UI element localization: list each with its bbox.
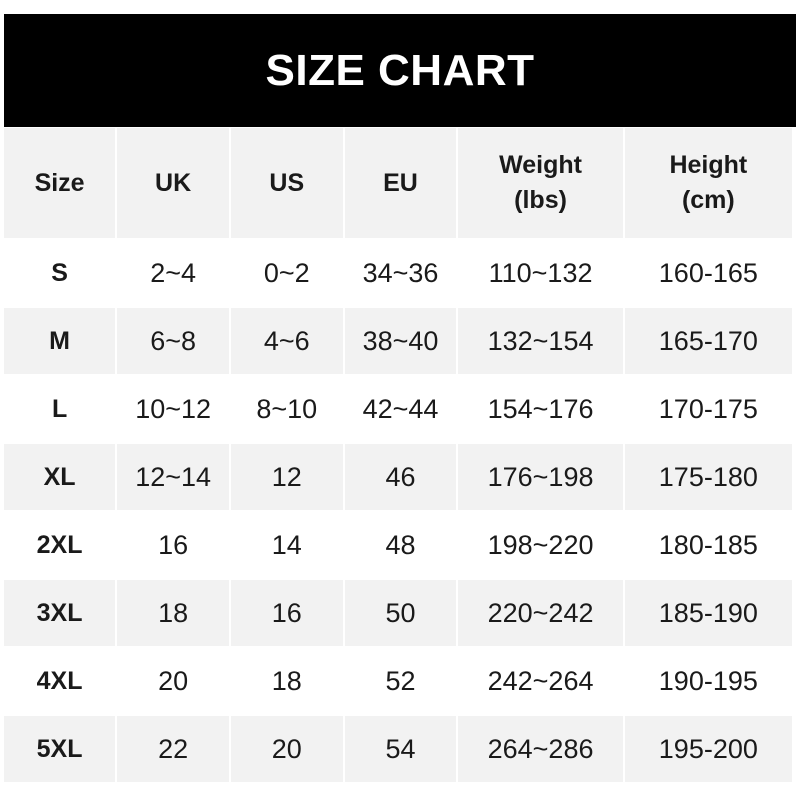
table-cell: 4XL (4, 648, 116, 714)
table-cell: 195-200 (624, 716, 792, 782)
table-cell: M (4, 308, 116, 374)
table-cell: 34~36 (344, 240, 457, 306)
table-row: 3XL 18 16 50 220~242 185-190 (4, 580, 792, 646)
table-cell: 16 (231, 580, 343, 646)
table-cell: 154~176 (458, 376, 623, 442)
table-row: M 6~8 4~6 38~40 132~154 165-170 (4, 308, 792, 374)
table-cell: 242~264 (458, 648, 623, 714)
column-header: Size (4, 128, 116, 238)
column-header: Weight (lbs) (458, 128, 623, 238)
table-cell: 170-175 (624, 376, 792, 442)
table-cell: 198~220 (458, 512, 623, 578)
table-row: 2XL 16 14 48 198~220 180-185 (4, 512, 792, 578)
table-cell: 6~8 (117, 308, 230, 374)
table-cell: 110~132 (458, 240, 623, 306)
table-cell: 50 (344, 580, 457, 646)
table-cell: 175-180 (624, 444, 792, 510)
column-header: UK (117, 128, 230, 238)
table-cell: 12~14 (117, 444, 230, 510)
table-cell: 165-170 (624, 308, 792, 374)
table-cell: L (4, 376, 116, 442)
column-header: Height (cm) (624, 128, 792, 238)
table-cell: 2XL (4, 512, 116, 578)
table-cell: 46 (344, 444, 457, 510)
table-row: L 10~12 8~10 42~44 154~176 170-175 (4, 376, 792, 442)
table-row: S 2~4 0~2 34~36 110~132 160-165 (4, 240, 792, 306)
size-chart-title: SIZE CHART (4, 14, 796, 127)
table-cell: XL (4, 444, 116, 510)
table-cell: 5XL (4, 716, 116, 782)
table-cell: 38~40 (344, 308, 457, 374)
table-cell: 180-185 (624, 512, 792, 578)
table-row: 5XL 22 20 54 264~286 195-200 (4, 716, 792, 782)
column-header: EU (344, 128, 457, 238)
table-cell: 18 (231, 648, 343, 714)
table-cell: 2~4 (117, 240, 230, 306)
table-cell: 22 (117, 716, 230, 782)
column-header: US (231, 128, 343, 238)
table-cell: 132~154 (458, 308, 623, 374)
table-cell: 14 (231, 512, 343, 578)
table-cell: 4~6 (231, 308, 343, 374)
table-cell: 20 (231, 716, 343, 782)
table-cell: 220~242 (458, 580, 623, 646)
table-cell: 8~10 (231, 376, 343, 442)
table-cell: 16 (117, 512, 230, 578)
table-cell: 185-190 (624, 580, 792, 646)
table-cell: 264~286 (458, 716, 623, 782)
table-cell: 42~44 (344, 376, 457, 442)
table-cell: 160-165 (624, 240, 792, 306)
table-cell: S (4, 240, 116, 306)
table-cell: 12 (231, 444, 343, 510)
table-cell: 190-195 (624, 648, 792, 714)
table-cell: 3XL (4, 580, 116, 646)
table-cell: 18 (117, 580, 230, 646)
size-table: Size UK US EU Weight (lbs) Height (cm) S 2~4 0~2 3… (2, 126, 794, 784)
table-cell: 54 (344, 716, 457, 782)
table-row: XL 12~14 12 46 176~198 175-180 (4, 444, 792, 510)
table-cell: 10~12 (117, 376, 230, 442)
table-cell: 20 (117, 648, 230, 714)
table-cell: 52 (344, 648, 457, 714)
header-row: Size UK US EU Weight (lbs) Height (cm) (4, 128, 792, 238)
table-cell: 48 (344, 512, 457, 578)
table-row: 4XL 20 18 52 242~264 190-195 (4, 648, 792, 714)
table-cell: 176~198 (458, 444, 623, 510)
table-cell: 0~2 (231, 240, 343, 306)
